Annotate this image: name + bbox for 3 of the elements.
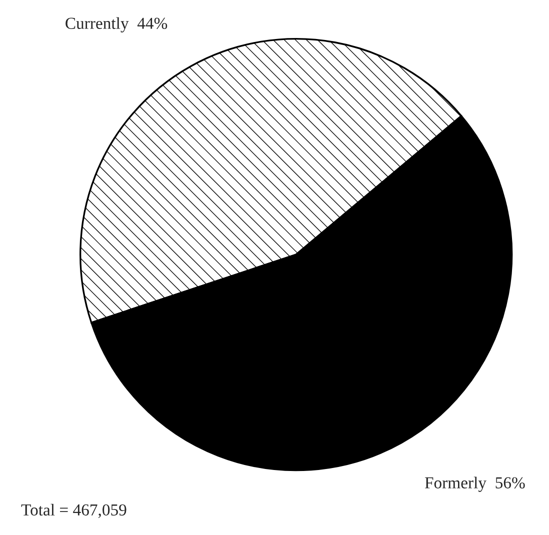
slice-label: Formerly 56% (424, 476, 525, 492)
slice-label: Currently 44% (66, 17, 168, 32)
text: Total = 467,059 (21, 504, 126, 518)
